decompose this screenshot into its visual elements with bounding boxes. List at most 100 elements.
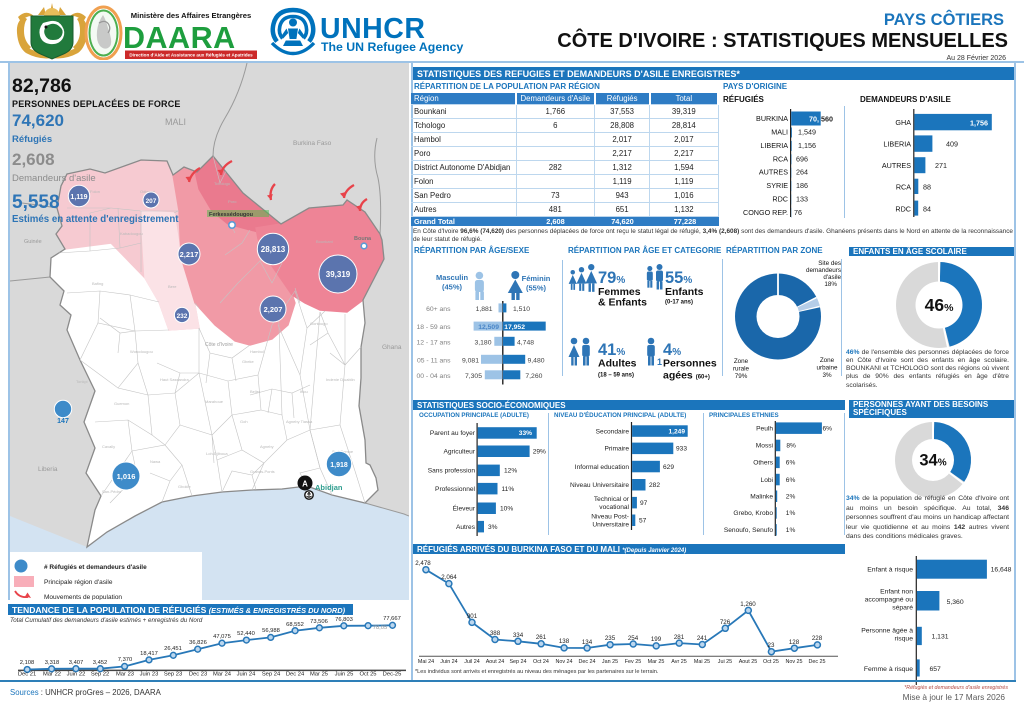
svg-text:05 - 11 ans: 05 - 11 ans <box>417 357 451 364</box>
svg-text:demandeurs: demandeurs <box>806 267 841 274</box>
svg-text:3,452: 3,452 <box>93 660 108 666</box>
svg-text:Niveau Universitaire: Niveau Universitaire <box>570 482 629 489</box>
svg-text:Personnes: Personnes <box>663 358 717 370</box>
svg-text:1%: 1% <box>786 510 796 517</box>
svg-text:56,988: 56,988 <box>262 628 280 634</box>
svg-text:Mouvements de population: Mouvements de population <box>44 594 122 600</box>
svg-text:Jui 25: Jui 25 <box>718 659 732 665</box>
svg-text:SYRIE: SYRIE <box>766 181 788 190</box>
svg-text:39,319: 39,319 <box>326 270 351 279</box>
svg-text:A: A <box>302 480 308 489</box>
svg-text:agées (60+): agées (60+) <box>663 370 710 382</box>
svg-text:3%: 3% <box>488 524 498 531</box>
svg-text:rurale: rurale <box>733 366 750 373</box>
svg-text:8%: 8% <box>786 443 796 450</box>
svg-text:Personne âgée à: Personne âgée à <box>861 627 913 634</box>
svg-text:Dec 23: Dec 23 <box>189 672 207 678</box>
svg-text:3%: 3% <box>822 372 832 379</box>
svg-text:28,813: 28,813 <box>261 245 286 254</box>
svg-text:1,131: 1,131 <box>932 633 949 640</box>
svg-text:MALI: MALI <box>771 128 788 137</box>
svg-text:282: 282 <box>649 482 660 489</box>
svg-text:RDC: RDC <box>772 195 788 204</box>
svg-text:Enfant à risque: Enfant à risque <box>867 567 913 574</box>
svg-text:Direction d'Aide et Assistance: Direction d'Aide et Assistance aux Réfug… <box>129 53 253 58</box>
svg-text:76: 76 <box>794 208 802 217</box>
svg-text:Guinée: Guinée <box>24 239 42 245</box>
svg-text:Agneby Tiassa: Agneby Tiassa <box>286 419 313 424</box>
svg-text:Bounkani: Bounkani <box>316 239 333 244</box>
svg-text:LIBERIA: LIBERIA <box>883 140 911 149</box>
svg-text:Senoufo, Senufo: Senoufo, Senufo <box>724 527 773 534</box>
svg-text:2%: 2% <box>786 494 796 501</box>
svg-text:Grebo, Krobo: Grebo, Krobo <box>733 510 773 517</box>
svg-text:232: 232 <box>177 313 188 320</box>
svg-text:# Réfugiés et demandeurs d'asi: # Réfugiés et demandeurs d'asile <box>44 564 147 571</box>
svg-text:Juil 24: Juil 24 <box>464 659 480 665</box>
svg-text:Mar 25: Mar 25 <box>310 672 328 678</box>
svg-text:Universitaire: Universitaire <box>592 522 629 529</box>
svg-text:70,: 70, <box>809 115 819 124</box>
svg-text:Oct 25: Oct 25 <box>763 659 779 665</box>
svg-text:17,952: 17,952 <box>504 324 525 331</box>
svg-text:1,156: 1,156 <box>798 141 816 150</box>
svg-text:1,260: 1,260 <box>740 601 756 608</box>
svg-text:Burkina Faso: Burkina Faso <box>293 140 332 147</box>
svg-text:4,748: 4,748 <box>517 339 534 346</box>
svg-text:Gbokle: Gbokle <box>178 484 191 489</box>
svg-text:Mar 22: Mar 22 <box>43 672 61 678</box>
svg-text:Bere: Bere <box>168 284 177 289</box>
svg-text:138: 138 <box>559 638 570 645</box>
svg-text:Femme à risque: Femme à risque <box>864 666 913 673</box>
svg-text:Dec 25: Dec 25 <box>808 659 825 665</box>
svg-text:Malinke: Malinke <box>750 494 773 501</box>
svg-text:186: 186 <box>796 181 808 190</box>
svg-text:7,305: 7,305 <box>465 373 482 380</box>
svg-text:84: 84 <box>923 205 931 214</box>
svg-text:Dec 24: Dec 24 <box>578 659 595 665</box>
svg-text:254: 254 <box>628 635 639 642</box>
svg-text:(18 – 59 ans): (18 – 59 ans) <box>598 373 634 379</box>
svg-text:29%: 29% <box>533 449 546 456</box>
svg-text:Jan 25: Jan 25 <box>602 659 618 665</box>
svg-text:Mar 25: Mar 25 <box>648 659 665 665</box>
svg-text:MALI: MALI <box>165 117 186 127</box>
svg-text:1,881: 1,881 <box>476 306 493 313</box>
svg-text:Adultes: Adultes <box>598 358 637 370</box>
svg-text:Femmes: Femmes <box>598 286 641 298</box>
svg-text:RDC: RDC <box>895 205 911 214</box>
svg-text:Zone: Zone <box>820 357 835 364</box>
svg-text:629: 629 <box>663 464 674 471</box>
svg-text:Autres: Autres <box>456 524 476 531</box>
svg-text:57: 57 <box>639 518 647 525</box>
svg-text:9,480: 9,480 <box>528 357 545 364</box>
svg-text:7,370: 7,370 <box>118 657 133 663</box>
svg-text:Primaire: Primaire <box>604 446 629 453</box>
svg-text:Goh: Goh <box>240 419 248 424</box>
svg-text:Others: Others <box>753 460 773 467</box>
svg-text:Nov 24: Nov 24 <box>555 659 572 665</box>
svg-text:UNHCR: UNHCR <box>320 13 425 45</box>
svg-text:207: 207 <box>146 198 157 205</box>
svg-text:Agriculteur: Agriculteur <box>443 449 475 456</box>
svg-text:Professionnel: Professionnel <box>435 486 475 493</box>
svg-text:1,756: 1,756 <box>970 119 988 128</box>
svg-text:Lobi: Lobi <box>761 477 774 484</box>
svg-text:2,207: 2,207 <box>264 305 283 314</box>
svg-text:41%: 41% <box>598 341 625 359</box>
svg-text:Belier: Belier <box>250 389 261 394</box>
svg-text:1,249: 1,249 <box>668 428 685 435</box>
svg-text:4%: 4% <box>663 341 681 359</box>
svg-text:Bafing: Bafing <box>92 281 103 286</box>
svg-text:(55%): (55%) <box>526 284 547 293</box>
svg-text:2,217: 2,217 <box>180 250 199 259</box>
svg-text:Agneby: Agneby <box>260 444 274 449</box>
svg-text:235: 235 <box>605 635 616 642</box>
svg-text:26,451: 26,451 <box>164 646 182 652</box>
svg-text:Juin 24: Juin 24 <box>440 659 457 665</box>
svg-text:Aout 25: Aout 25 <box>739 659 758 665</box>
svg-text:60+ ans: 60+ ans <box>426 306 451 313</box>
svg-text:Nov 25: Nov 25 <box>785 659 802 665</box>
svg-text:281: 281 <box>674 634 685 641</box>
svg-text:Site des: Site des <box>818 260 841 267</box>
